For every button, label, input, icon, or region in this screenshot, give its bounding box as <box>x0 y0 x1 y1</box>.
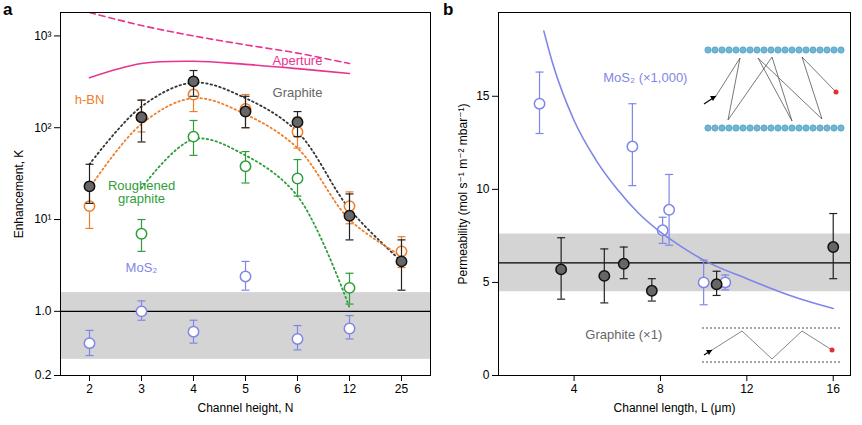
svg-text:Channel length, L (μm): Channel length, L (μm) <box>614 401 736 415</box>
svg-text:h-BN: h-BN <box>75 92 105 107</box>
svg-text:Enhancement, K: Enhancement, K <box>12 150 26 239</box>
svg-text:5: 5 <box>242 382 249 396</box>
svg-text:10¹: 10¹ <box>34 212 51 226</box>
svg-text:10³: 10³ <box>34 29 51 43</box>
svg-text:16: 16 <box>827 382 841 396</box>
svg-text:Permeability (mol s⁻¹ m⁻² mbar: Permeability (mol s⁻¹ m⁻² mbar⁻¹) <box>456 103 470 284</box>
svg-text:0.2: 0.2 <box>35 368 52 382</box>
svg-text:1.0: 1.0 <box>35 304 52 318</box>
svg-text:6: 6 <box>294 382 301 396</box>
html-text:a: a <box>3 0 13 19</box>
html-text:b: b <box>443 0 454 19</box>
svg-text:3: 3 <box>138 382 145 396</box>
svg-text:0: 0 <box>483 368 490 382</box>
svg-text:2: 2 <box>86 382 93 396</box>
svg-text:Graphite: Graphite <box>273 85 323 100</box>
svg-text:8: 8 <box>657 382 664 396</box>
svg-text:Graphite (×1): Graphite (×1) <box>585 327 662 342</box>
svg-text:Roughenedgraphite: Roughenedgraphite <box>108 178 175 206</box>
svg-text:25: 25 <box>395 382 409 396</box>
svg-text:MoS₂: MoS₂ <box>126 260 158 275</box>
svg-text:Aperture: Aperture <box>273 53 323 68</box>
svg-text:5: 5 <box>483 275 490 289</box>
svg-text:12: 12 <box>740 382 754 396</box>
svg-text:10: 10 <box>476 182 490 196</box>
svg-text:MoS₂ (×1,000): MoS₂ (×1,000) <box>603 70 687 85</box>
svg-text:4: 4 <box>571 382 578 396</box>
svg-text:12: 12 <box>343 382 357 396</box>
svg-text:15: 15 <box>476 89 490 103</box>
svg-text:10²: 10² <box>34 121 51 135</box>
svg-text:Channel height, N: Channel height, N <box>197 401 293 415</box>
svg-text:4: 4 <box>190 382 197 396</box>
